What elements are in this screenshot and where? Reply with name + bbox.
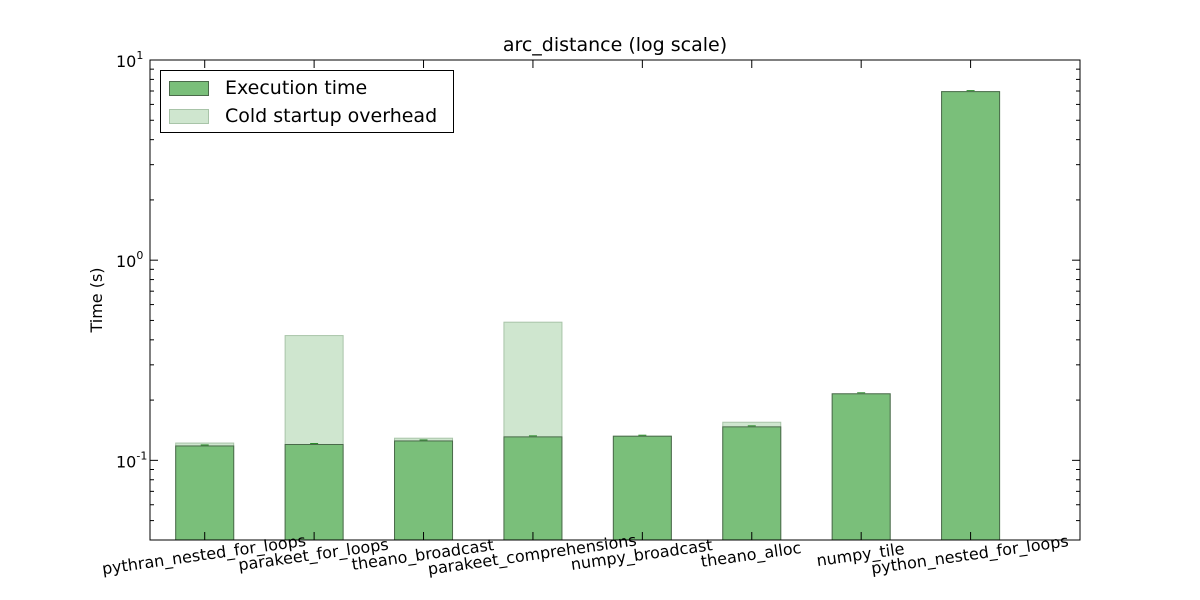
y-tick-exponent: 1	[136, 49, 143, 62]
plot-frame	[149, 59, 1081, 541]
y-tick-exponent: 0	[136, 249, 143, 262]
x-tick-labels: pythran_nested_for_loopsparakeet_for_loo…	[101, 530, 1070, 579]
execution-time-bar-numpy_tile	[831, 393, 891, 541]
execution-time-bar-numpy_broadcast	[612, 435, 672, 541]
legend-swatch-execution-time	[169, 80, 209, 96]
y-tick-base: 10	[116, 252, 136, 271]
execution-time-bars	[175, 90, 1001, 541]
y-tick-exponent: -1	[136, 449, 147, 462]
y-tick-label: 10-1	[116, 449, 147, 471]
legend: Execution time Cold startup overhead	[160, 70, 454, 133]
y-tick-base: 10	[116, 452, 136, 471]
execution-time-bar-parakeet_comprehensions	[503, 436, 563, 541]
y-tick-base: 10	[116, 52, 136, 71]
axis-ticks	[150, 59, 1080, 540]
legend-entry-execution-time: Execution time	[169, 75, 367, 101]
x-tick-label: theano_alloc	[700, 538, 803, 572]
legend-label-execution-time: Execution time	[225, 77, 368, 99]
execution-time-bar-pythran_nested_for_loops	[175, 445, 235, 541]
legend-swatch-cold-startup-overhead	[169, 108, 209, 124]
y-axis-label: Time (s)	[87, 267, 106, 333]
execution-time-bar-parakeet_for_loops	[284, 443, 344, 541]
y-tick-label: 101	[116, 49, 143, 71]
y-tick-label: 100	[116, 249, 143, 271]
chart-title: arc_distance (log scale)	[502, 34, 728, 56]
execution-time-bar-theano_alloc	[722, 426, 782, 541]
legend-entry-cold-startup-overhead: Cold startup overhead	[169, 103, 437, 129]
execution-time-bar-theano_broadcast	[394, 440, 454, 541]
legend-label-cold-startup-overhead: Cold startup overhead	[225, 105, 438, 127]
execution-time-bar-python_nested_for_loops	[941, 91, 1001, 541]
